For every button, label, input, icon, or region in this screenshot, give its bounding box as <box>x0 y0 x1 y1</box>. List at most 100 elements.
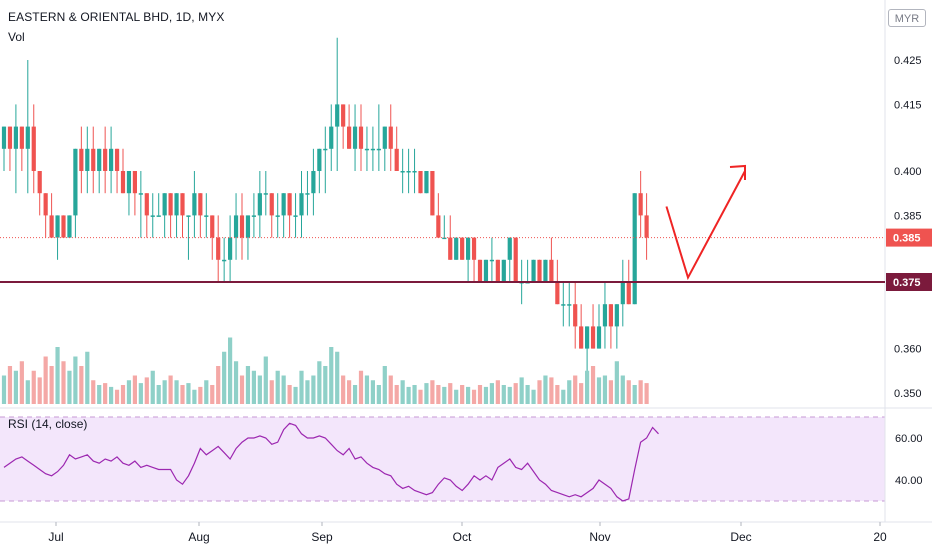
volume-bar <box>186 383 191 404</box>
candle-body <box>626 282 631 305</box>
volume-label: Vol <box>8 30 25 44</box>
candle-body <box>13 126 18 149</box>
candle-body <box>216 237 221 260</box>
volume-bar <box>632 385 637 404</box>
candle-body <box>579 326 584 349</box>
volume-bar <box>73 356 78 404</box>
candle-body <box>644 215 649 238</box>
candle-body <box>436 215 441 238</box>
candle-body <box>114 148 120 171</box>
candle-body <box>448 237 453 260</box>
candle-body <box>67 215 72 238</box>
candle-body <box>567 304 572 306</box>
volume-bar <box>477 385 483 404</box>
volume-bar <box>430 380 435 404</box>
candle-body <box>269 193 274 216</box>
candle-body <box>61 215 66 238</box>
candle-body <box>466 237 471 260</box>
candle-body <box>293 215 298 217</box>
volume-bar <box>585 370 590 404</box>
projection-arrowhead <box>729 164 746 180</box>
volume-bar <box>275 370 280 404</box>
currency-button[interactable]: MYR <box>888 9 926 27</box>
candle-body <box>138 193 143 195</box>
volume-bar <box>103 383 108 404</box>
candle-body <box>287 193 292 216</box>
candle-body <box>43 193 48 216</box>
last-price-tag <box>886 228 932 247</box>
volume-bar <box>180 385 185 404</box>
candle-body <box>471 237 477 260</box>
volume-bar <box>448 383 453 404</box>
candle-body <box>126 171 132 194</box>
volume-bar <box>192 389 197 404</box>
candle-body <box>31 126 36 171</box>
candle-body <box>37 171 42 194</box>
volume-bar <box>388 375 393 404</box>
volume-bar <box>394 385 399 404</box>
volume-bar <box>400 380 405 404</box>
candle-body <box>549 259 554 282</box>
candle-body <box>263 193 268 195</box>
price-tick-label: 0.425 <box>894 55 922 67</box>
volume-bar <box>85 351 90 404</box>
candle-body <box>228 237 233 260</box>
candle-body <box>156 215 161 217</box>
candle-body <box>144 193 149 216</box>
candle-body <box>97 148 102 171</box>
rsi-tick-label: 60.00 <box>895 433 923 445</box>
candle-body <box>305 193 310 195</box>
volume-bar <box>614 361 619 404</box>
candle-body <box>370 148 375 151</box>
last-price-label: 0.385 <box>893 233 921 245</box>
candle-body <box>1 126 7 149</box>
volume-bar <box>49 366 54 404</box>
volume-bar <box>329 347 334 404</box>
candle-body <box>245 215 251 238</box>
volume-bar <box>239 375 245 404</box>
volume-bar <box>114 389 120 404</box>
candle-body <box>585 326 590 349</box>
price-tick-label: 0.415 <box>894 99 922 111</box>
volume-bar <box>233 361 239 404</box>
volume-bar <box>43 356 48 404</box>
candle-body <box>251 215 256 217</box>
volume-bar <box>144 377 149 404</box>
volume-bar <box>150 370 155 404</box>
volume-bar <box>519 377 524 404</box>
volume-bar <box>471 389 477 404</box>
volume-bar <box>638 380 643 404</box>
volume-bar <box>525 385 530 404</box>
candle-body <box>85 148 90 171</box>
volume-bar <box>120 385 126 404</box>
candle-body <box>620 282 625 305</box>
volume-bar <box>537 380 542 404</box>
candle-body <box>537 259 542 282</box>
volume-bar <box>109 386 114 404</box>
candle-body <box>632 193 637 305</box>
candle-body <box>495 259 500 282</box>
volume-bar <box>61 361 66 404</box>
candle-body <box>460 237 465 260</box>
volume-bar <box>293 386 298 404</box>
candle-body <box>418 171 423 194</box>
volume-bar <box>644 383 649 404</box>
volume-bar <box>245 366 251 404</box>
time-axis-label: Sep <box>311 530 333 544</box>
chart-title: EASTERN & ORIENTAL BHD, 1D, MYX <box>8 10 225 24</box>
candle-body <box>317 148 322 171</box>
candle-body <box>103 148 108 171</box>
candle-body <box>513 237 518 282</box>
volume-bar <box>222 351 227 404</box>
volume-bar <box>174 380 179 404</box>
volume-bar <box>608 380 613 404</box>
volume-bar <box>442 386 447 404</box>
volume-bar <box>364 375 370 404</box>
time-axis-label: 20 <box>873 530 887 544</box>
candle-body <box>233 215 239 238</box>
candle-body <box>257 193 262 216</box>
volume-bar <box>228 337 233 404</box>
rsi-line <box>3 422 659 502</box>
volume-bar <box>79 366 84 404</box>
